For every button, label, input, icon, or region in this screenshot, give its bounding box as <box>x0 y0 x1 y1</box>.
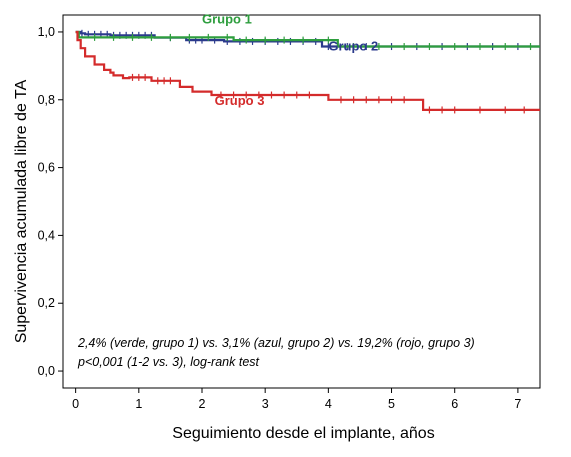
series-label: Grupo 3 <box>215 93 265 108</box>
x-tick-label: 2 <box>199 397 206 411</box>
series-layer <box>75 29 540 114</box>
x-tick-label: 1 <box>135 397 142 411</box>
x-axis-title: Seguimiento desde el implante, años <box>172 425 434 442</box>
series-2 <box>75 30 540 51</box>
y-tick-label: 0,4 <box>38 228 55 242</box>
x-tick-label: 6 <box>451 397 458 411</box>
y-axis-title: Supervivencia acumulada libre de TA <box>13 79 30 343</box>
x-tick-label: 4 <box>325 397 332 411</box>
y-tick-label: 0,6 <box>38 161 55 175</box>
x-axis-ticks: 0 1 2 3 4 5 6 7 <box>72 388 521 411</box>
series-line <box>75 30 540 111</box>
y-tick-label: 0,0 <box>38 364 55 378</box>
y-axis-ticks: 0,0 0,2 0,4 0,6 0,8 1,0 <box>38 25 63 378</box>
series-label: Grupo 1 <box>202 11 252 26</box>
annotation-line-1: 2,4% (verde, grupo 1) vs. 3,1% (azul, gr… <box>77 336 475 350</box>
x-tick-label: 5 <box>388 397 395 411</box>
x-tick-label: 3 <box>262 397 269 411</box>
series-line <box>75 30 540 48</box>
y-tick-label: 0,2 <box>38 296 55 310</box>
series-3 <box>75 30 540 114</box>
plot-frame <box>62 14 541 389</box>
annotation-line-2: p<0,001 (1-2 vs. 3), log-rank test <box>77 355 260 369</box>
x-tick-label: 7 <box>514 397 521 411</box>
series-label: Grupo 2 <box>328 39 378 54</box>
x-tick-label: 0 <box>72 397 79 411</box>
y-tick-label: 0,8 <box>38 93 55 107</box>
series-label-layer: Grupo 1 Grupo 2 Grupo 3 <box>202 11 378 107</box>
y-tick-label: 1,0 <box>38 25 55 39</box>
